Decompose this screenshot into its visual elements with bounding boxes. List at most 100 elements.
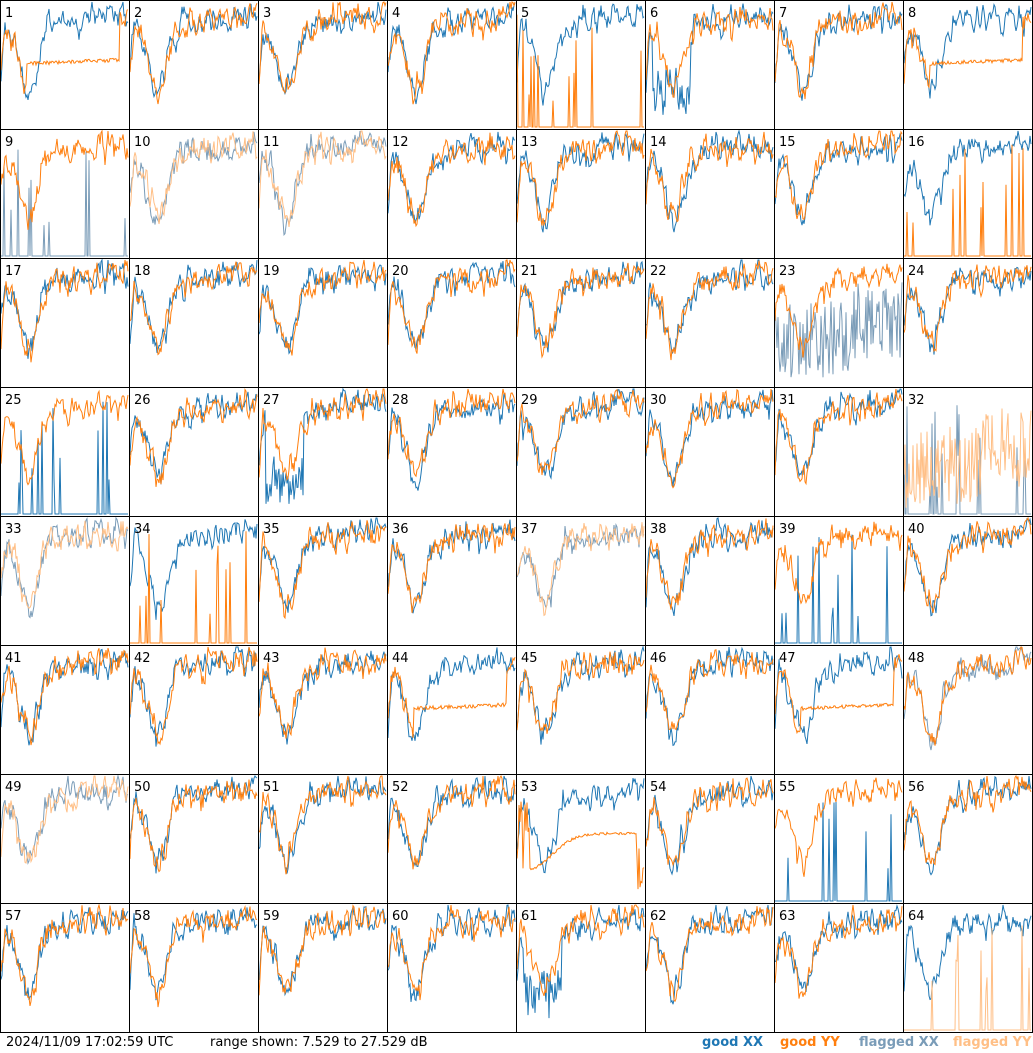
panel-17-yy-line: [0, 259, 129, 363]
panel-16-yy-line: [904, 144, 1031, 257]
panel-34-yy-line: [130, 531, 257, 644]
panel-7: 7: [774, 0, 904, 130]
panel-60-yy-line: [387, 904, 516, 1001]
panel-7-yy-line: [774, 1, 903, 100]
panel-26-yy-line: [129, 388, 258, 487]
panel-40-label: 40: [908, 522, 925, 537]
panel-58-label: 58: [134, 909, 151, 924]
panel-22-yy-line: [645, 260, 774, 361]
panel-64-yy-line: [904, 925, 1031, 1031]
panel-21-label: 21: [521, 264, 538, 279]
panel-12-label: 12: [392, 135, 409, 150]
panel-31: 31: [774, 387, 904, 517]
panel-4-yy-line: [387, 1, 516, 105]
panel-6-xx-line: [645, 3, 774, 115]
panel-18-label: 18: [134, 264, 151, 279]
panel-10-label: 10: [134, 135, 151, 150]
panel-56-yy-line: [903, 774, 1032, 866]
panel-55-label: 55: [779, 780, 796, 795]
panel-5-label: 5: [521, 6, 529, 21]
panel-57: 57: [0, 903, 130, 1033]
panel-3-yy-line: [258, 1, 387, 95]
panel-33-xx-line: [0, 516, 129, 619]
panel-28-label: 28: [392, 393, 409, 408]
panel-63-label: 63: [779, 909, 796, 924]
panel-23: 23: [774, 258, 904, 388]
panel-19-label: 19: [263, 264, 280, 279]
panel-47-xx-line: [774, 646, 903, 745]
panel-53-label: 53: [521, 780, 538, 795]
panel-39: 39: [774, 516, 904, 646]
panel-22-label: 22: [650, 264, 667, 279]
panel-45-yy-line: [516, 651, 645, 734]
panel-54: 54: [645, 774, 775, 904]
panel-55: 55: [774, 774, 904, 904]
panel-56-label: 56: [908, 780, 925, 795]
panel-2-yy-line: [129, 2, 258, 105]
panel-25: 25: [0, 387, 130, 517]
panel-15-yy-line: [774, 130, 903, 220]
panel-59-label: 59: [263, 909, 280, 924]
panel-39-xx-line: [775, 534, 902, 644]
panel-46-label: 46: [650, 651, 667, 666]
panel-9-xx-line: [1, 149, 128, 257]
panel-22: 22: [645, 258, 775, 388]
panel-16-xx-line: [903, 130, 1032, 226]
panel-2-label: 2: [134, 6, 142, 21]
panel-38-label: 38: [650, 522, 667, 537]
panel-64-xx-line: [903, 904, 1032, 1001]
panel-24-label: 24: [908, 264, 925, 279]
panel-6-frame: [645, 0, 775, 130]
panel-11-label: 11: [263, 135, 280, 150]
panel-52-xx-line: [387, 775, 516, 868]
panel-49-yy-line: [0, 775, 129, 864]
panel-24: 24: [903, 258, 1033, 388]
panel-38: 38: [645, 516, 775, 646]
panel-47-label: 47: [779, 651, 796, 666]
panel-39-yy-line: [774, 521, 903, 605]
panel-54-xx-line: [645, 775, 774, 876]
panel-5-xx-line: [516, 3, 645, 106]
panel-61: 61: [516, 903, 646, 1033]
panel-14-xx-line: [645, 129, 774, 233]
panel-50: 50: [129, 774, 259, 904]
panel-45: 45: [516, 645, 646, 775]
panel-46-yy-line: [645, 649, 774, 730]
panel-21: 21: [516, 258, 646, 388]
panel-37: 37: [516, 516, 646, 646]
panel-23-xx-line: [774, 282, 903, 378]
panel-41-xx-line: [0, 648, 129, 746]
panel-54-label: 54: [650, 780, 667, 795]
panel-25-yy-line: [0, 389, 129, 486]
panel-32-xx-line: [903, 405, 1031, 515]
panel-17-label: 17: [5, 264, 22, 279]
panel-58: 58: [129, 903, 259, 1033]
panel-13-xx-line: [516, 132, 645, 233]
panel-23-label: 23: [779, 264, 796, 279]
panel-48-label: 48: [908, 651, 925, 666]
panel-32-yy-line: [903, 408, 1032, 508]
panel-12: 12: [387, 129, 517, 259]
panel-52-label: 52: [392, 780, 409, 795]
panel-11: 11: [258, 129, 388, 259]
panel-64-label: 64: [908, 909, 925, 924]
panel-13-label: 13: [521, 135, 538, 150]
panel-62: 62: [645, 903, 775, 1033]
panel-36-yy-line: [387, 523, 516, 613]
panel-42-xx-line: [129, 646, 258, 747]
panel-7-label: 7: [779, 6, 787, 21]
panel-45-xx-line: [516, 645, 645, 745]
panel-16: 16: [903, 129, 1033, 259]
panel-44: 44: [387, 645, 517, 775]
panel-51-yy-line: [258, 775, 387, 875]
panel-51: 51: [258, 774, 388, 904]
panel-29-yy-line: [516, 388, 645, 476]
panel-55-xx-line: [775, 801, 902, 902]
panel-51-label: 51: [263, 780, 280, 795]
panel-14-yy-line: [645, 131, 774, 223]
panel-47-yy-line: [774, 654, 903, 735]
panel-38-yy-line: [645, 518, 774, 610]
panel-28-yy-line: [387, 388, 516, 478]
panel-4: 4: [387, 0, 517, 130]
panel-49-label: 49: [5, 780, 22, 795]
